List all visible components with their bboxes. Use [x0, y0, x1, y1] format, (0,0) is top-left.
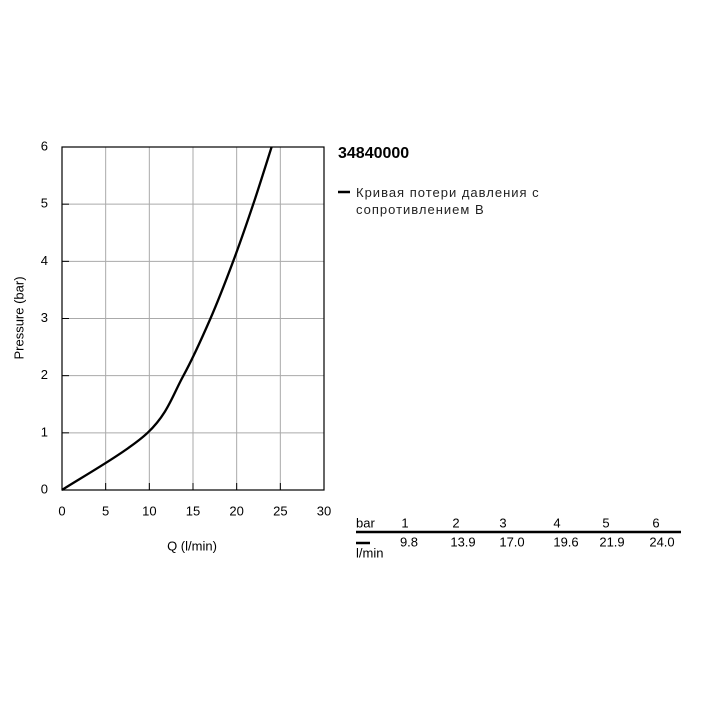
x-tick-label: 10	[142, 503, 156, 518]
table-cell: 17.0	[499, 534, 524, 549]
x-tick-label: 0	[58, 503, 65, 518]
x-tick-label: 5	[102, 503, 109, 518]
x-tick-label: 30	[317, 503, 331, 518]
y-tick-label: 4	[41, 253, 48, 268]
y-axis-label: Pressure (bar)	[11, 276, 26, 359]
y-tick-label: 6	[41, 138, 48, 153]
table-cell: 5	[602, 515, 609, 530]
x-tick-label: 20	[229, 503, 243, 518]
table-cell: 24.0	[649, 534, 674, 549]
table-cell: 1	[401, 515, 408, 530]
y-tick-label: 0	[41, 481, 48, 496]
table-cell: 9.8	[400, 534, 418, 549]
table-cell: 3	[499, 515, 506, 530]
table-cell: 4	[553, 515, 560, 530]
table-cell: 13.9	[450, 534, 475, 549]
legend-label: Кривая потери давления с сопротивлением …	[356, 185, 540, 217]
table-row-label: l/min	[356, 545, 383, 560]
y-tick-label: 1	[41, 424, 48, 439]
line-series	[61, 146, 273, 491]
y-tick-label: 2	[41, 367, 48, 382]
chart-title: 34840000	[338, 145, 409, 162]
table-cell: 21.9	[599, 534, 624, 549]
table-cell: 2	[452, 515, 459, 530]
plot-frame	[61, 146, 325, 491]
y-tick-label: 3	[41, 310, 48, 325]
x-tick-label: 15	[186, 503, 200, 518]
y-tick-label: 5	[41, 196, 48, 211]
table-cell: 19.6	[553, 534, 578, 549]
x-tick-label: 25	[273, 503, 287, 518]
table-cell: 6	[652, 515, 659, 530]
table-row-label: bar	[356, 515, 375, 530]
x-axis-label: Q (l/min)	[167, 538, 217, 553]
